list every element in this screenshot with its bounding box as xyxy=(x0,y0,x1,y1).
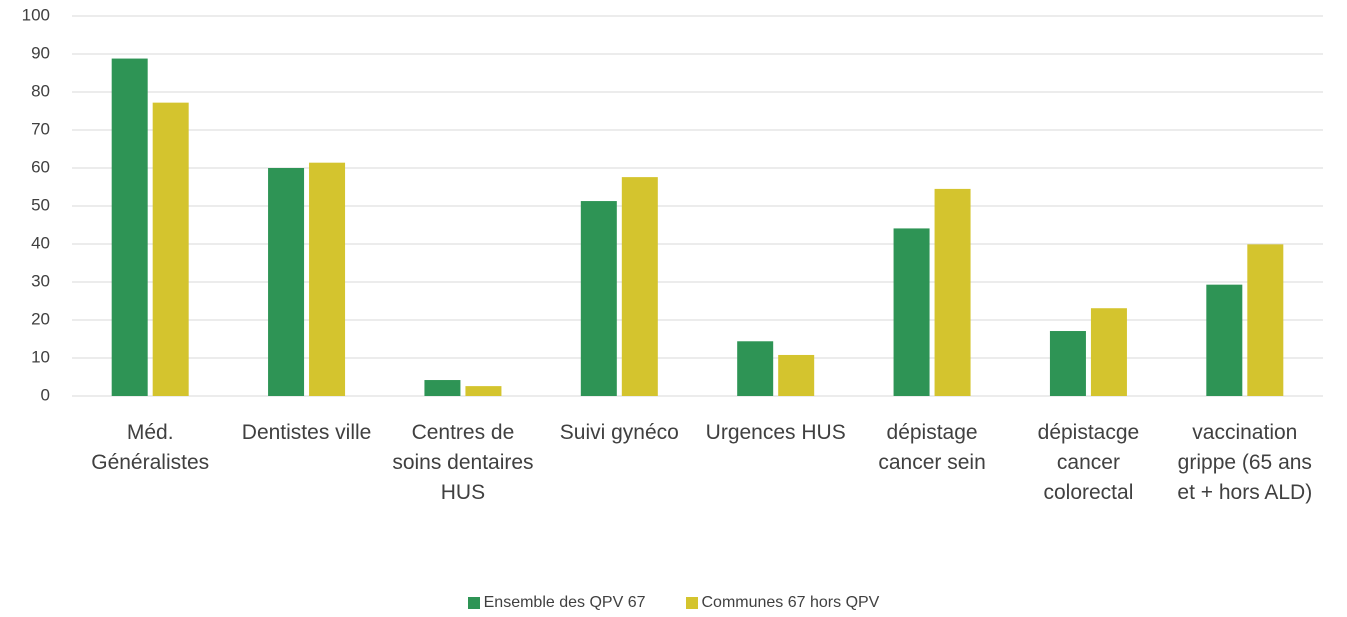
x-tick-label: Méd. Généralistes xyxy=(91,421,210,474)
bar xyxy=(1090,308,1127,396)
bar xyxy=(1049,331,1086,396)
legend-item: Ensemble des QPV 67 xyxy=(467,594,646,612)
bar xyxy=(893,228,930,396)
y-tick-label: 90 xyxy=(31,43,50,62)
legend-swatch xyxy=(685,597,698,609)
bar xyxy=(111,58,148,397)
y-tick-label: 0 xyxy=(41,385,50,404)
bar xyxy=(1206,284,1243,396)
x-tick-label: Centres de soins dentaires HUS xyxy=(392,421,534,504)
bar xyxy=(152,102,189,396)
legend-label: Communes 67 hors QPV xyxy=(701,594,880,611)
y-tick-label: 60 xyxy=(31,157,50,176)
y-tick-label: 50 xyxy=(31,195,50,214)
y-tick-label: 30 xyxy=(31,271,50,290)
x-tick-label: vaccination grippe (65 ans et + hors ALD… xyxy=(1177,421,1313,504)
y-tick-label: 70 xyxy=(31,119,50,138)
y-tick-label: 20 xyxy=(31,309,50,328)
bar xyxy=(424,380,461,396)
y-tick-label: 40 xyxy=(31,233,50,252)
legend-item: Communes 67 hors QPV xyxy=(685,594,880,612)
bar xyxy=(737,341,774,396)
legend-label: Ensemble des QPV 67 xyxy=(483,594,646,611)
bar xyxy=(580,201,617,396)
bar xyxy=(465,386,502,396)
x-tick-label: Dentistes ville xyxy=(241,421,372,444)
y-tick-label: 10 xyxy=(31,347,50,366)
x-tick-label: Urgences HUS xyxy=(705,421,846,444)
x-tick-label: dépistage cancer sein xyxy=(878,421,986,474)
x-tick-label: Suivi gynéco xyxy=(559,421,679,444)
bar xyxy=(621,177,658,396)
legend-swatch xyxy=(467,597,480,609)
y-tick-label: 80 xyxy=(31,81,50,100)
bar xyxy=(268,168,305,396)
bar xyxy=(778,354,815,396)
y-tick-label: 100 xyxy=(22,5,50,24)
bar xyxy=(309,162,346,396)
x-tick-label: dépistacge cancer colorectal xyxy=(1037,421,1140,504)
bar xyxy=(1247,244,1284,396)
bar xyxy=(934,188,971,396)
legend: Ensemble des QPV 67 Communes 67 hors QPV xyxy=(0,594,1347,612)
